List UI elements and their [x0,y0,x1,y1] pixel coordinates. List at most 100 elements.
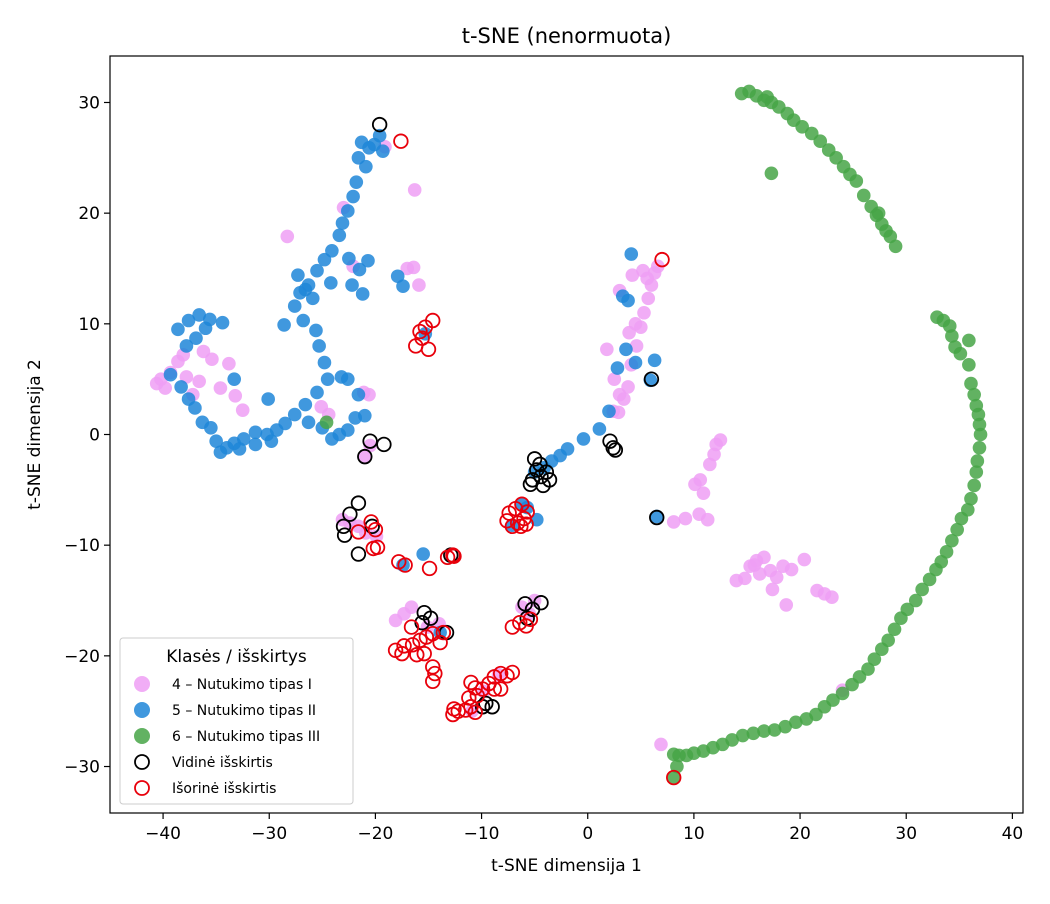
data-point [174,380,188,394]
data-point [972,440,987,455]
legend-entry: 6 – Nutukimo tipas III [134,728,320,745]
data-point [213,381,228,395]
data-point [950,522,964,537]
legend-box [119,637,354,805]
outer-outlier-marker [396,638,412,654]
data-point [875,642,889,657]
data-point [324,276,338,290]
data-point [784,562,799,577]
data-point [871,206,886,220]
data-point [735,728,750,743]
outer-outlier-marker [432,634,448,651]
data-point [362,387,376,402]
data-point [179,339,194,353]
outer-outlier-marker [522,611,539,628]
outer-outlier-marker [518,516,534,532]
data-point [972,417,987,432]
inner-outlier-marker [342,506,358,522]
y-tick-label: −30 [64,758,100,778]
data-point [637,305,651,320]
x-tick-label: −40 [145,824,181,844]
inner-outlier-marker [350,546,367,562]
data-point [915,582,929,597]
data-point [795,120,809,134]
data-point [713,433,728,447]
data-point [320,372,335,386]
y-tick-label: −10 [64,536,100,556]
data-point [560,442,575,456]
data-point [617,392,631,406]
outer-outlier-marker [403,619,420,635]
data-point [867,652,882,666]
data-point [309,323,323,338]
y-tick-label: 20 [78,204,100,224]
outer-outlier-marker [397,557,413,573]
data-point [607,372,622,386]
outer-outlier-marker [499,513,515,529]
x-tick-label: 40 [1002,824,1024,844]
outer-outlier-marker [350,524,367,540]
data-point [248,425,263,440]
data-point [213,445,228,460]
series-4 [149,139,850,752]
data-point [349,175,364,189]
data-point [345,278,359,292]
data-point [361,253,375,268]
data-point [416,547,430,561]
data-point [396,279,410,293]
series-5 [163,128,664,640]
data-point [964,376,978,391]
data-point [189,331,203,346]
data-point [945,533,959,548]
legend-label: Išorinė išskirtis [172,781,276,797]
outer-outlier-marker [654,251,670,268]
legend-entry: Išorinė išskirtis [134,780,276,797]
data-point [406,260,421,275]
data-point [615,289,630,303]
x-tick-label: −10 [464,824,500,844]
data-point [359,159,373,174]
data-point [215,315,230,330]
data-point [227,372,242,386]
outer-outlier-marker [492,681,509,697]
data-point [222,356,236,371]
outer-outlier-marker [416,645,432,662]
outer-outlier-marker [492,665,509,682]
data-point [964,491,978,506]
x-axis: −40 −30 −20 −10 0 10 20 30 40 [145,813,1023,844]
data-point [332,228,347,243]
outer-outlier-marker [427,665,443,682]
outer-outlier-marker [409,647,425,663]
data-point [355,287,370,301]
data-point [969,465,984,479]
data-point [192,308,206,322]
data-point [248,437,263,452]
data-point [797,552,812,567]
data-point [390,269,405,284]
x-tick-label: 10 [683,824,705,844]
data-point [264,434,279,448]
data-point [769,570,784,585]
data-point [622,325,636,340]
inner-outlier-marker [414,614,430,631]
data-point [404,600,419,614]
x-tick-label: −20 [357,824,393,844]
data-point [939,545,954,559]
data-point [962,357,976,372]
data-point [779,598,794,612]
data-point [845,677,859,692]
data-point [363,438,377,453]
data-point [778,719,792,734]
data-point [341,372,355,386]
data-point [298,397,313,412]
inner-outlier-marker [371,116,388,133]
data-point [799,712,814,726]
data-point [908,593,923,608]
legend-marker [134,780,150,796]
scatter-points [149,84,988,786]
data-point [610,361,625,375]
legend-label: 6 – Nutukimo tipas III [172,729,320,745]
outer-outlier-marker [412,323,428,340]
data-point [887,622,902,637]
inner-outlier-marker [533,595,549,611]
